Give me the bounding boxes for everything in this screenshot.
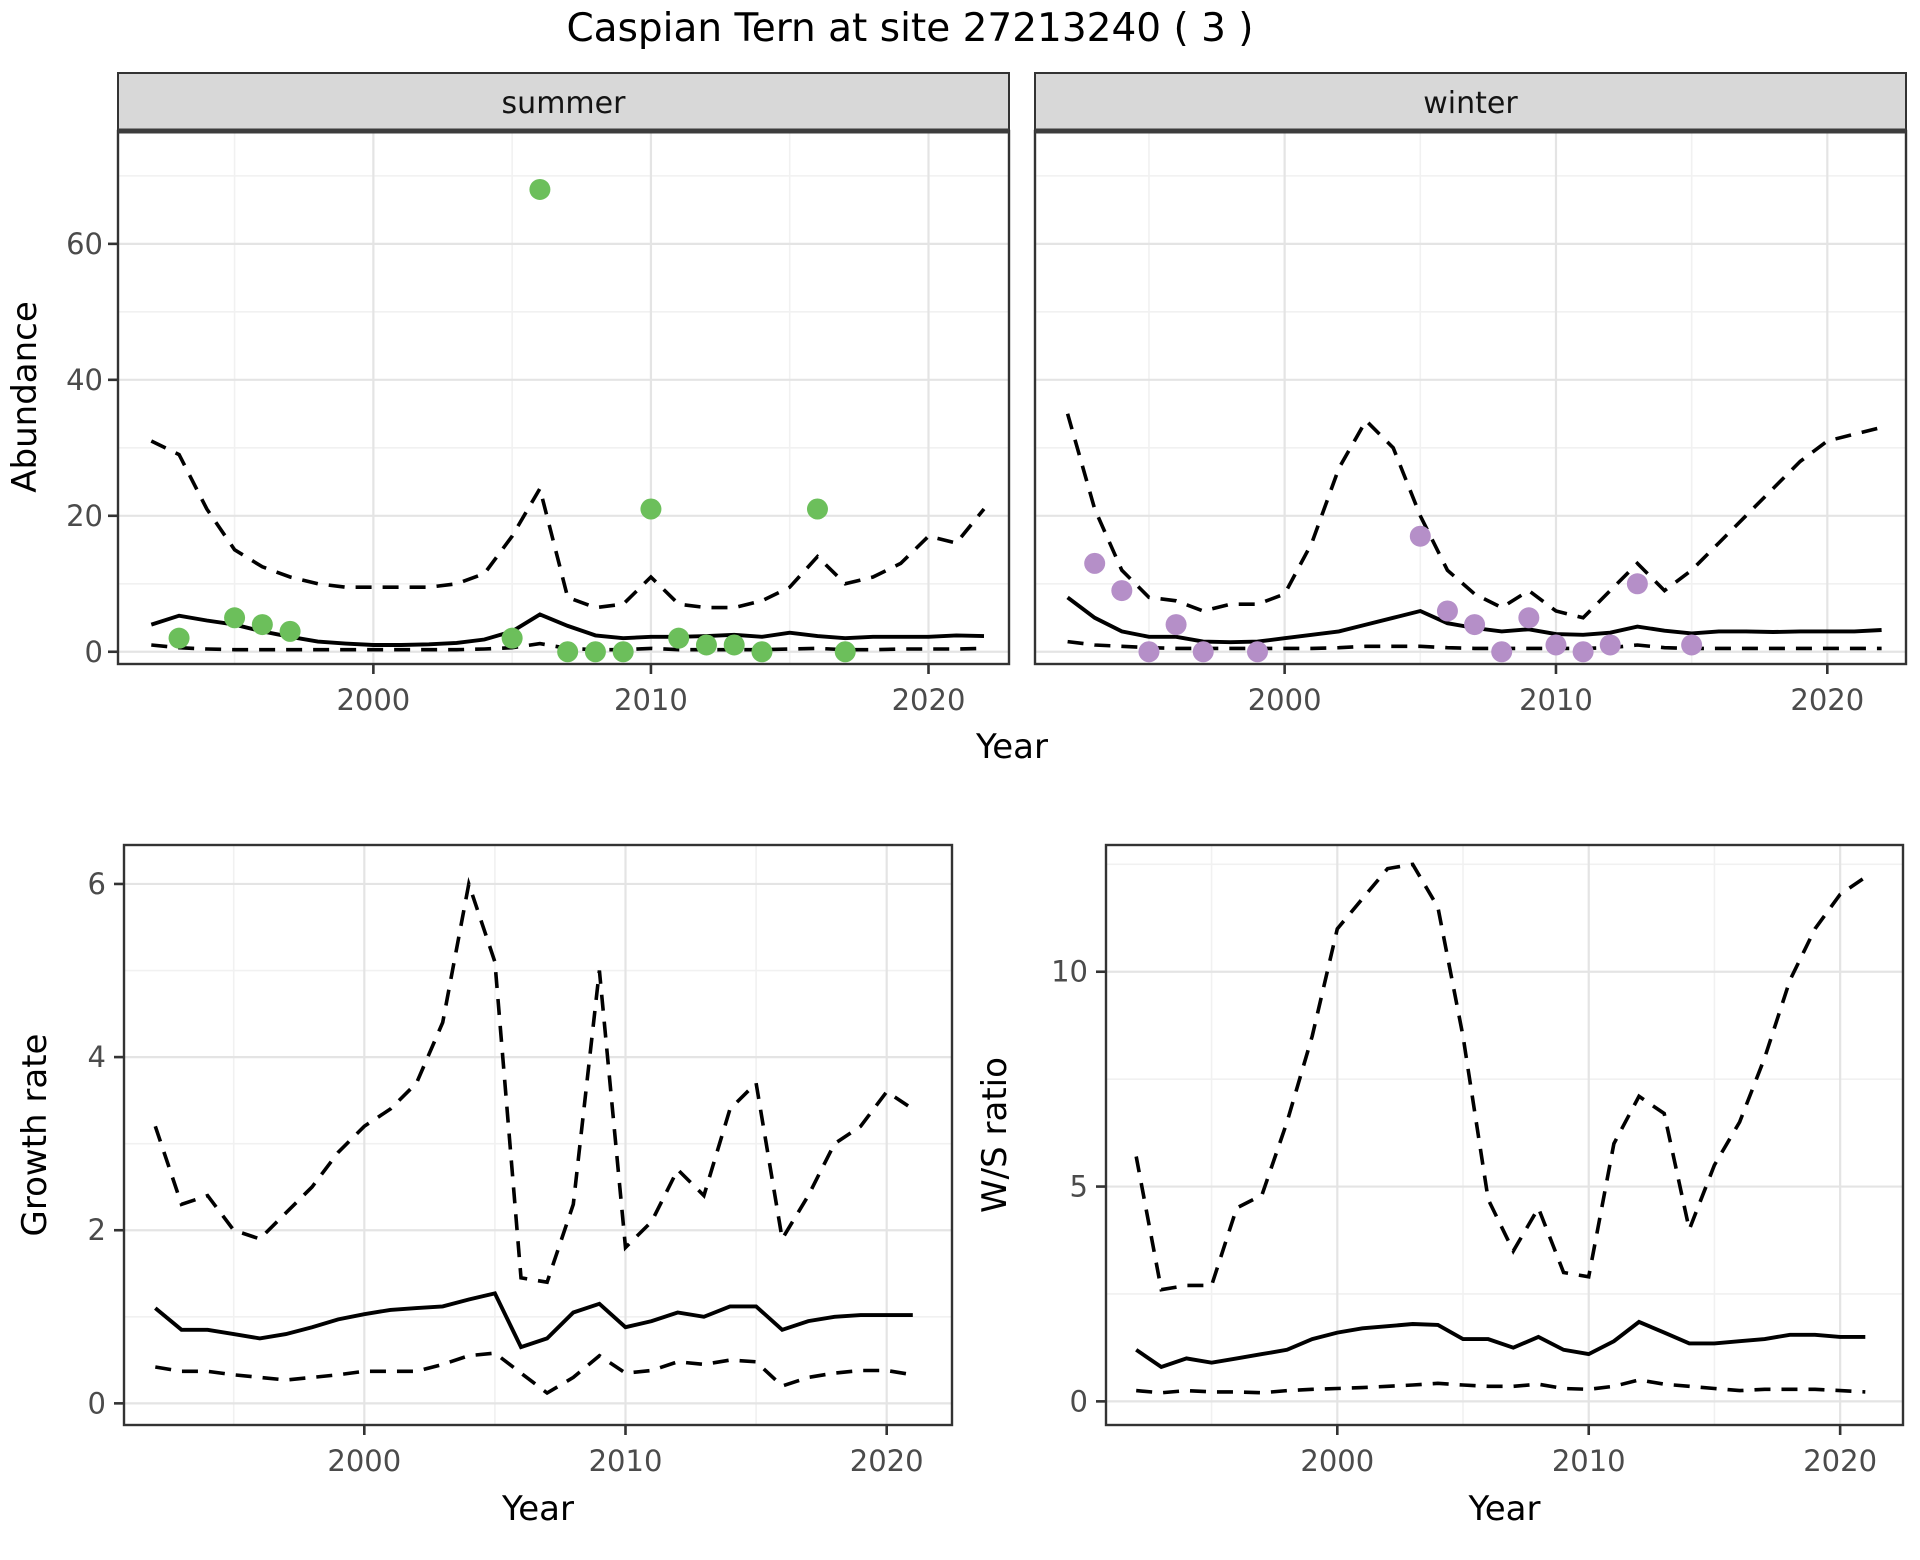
series-group <box>1065 413 1883 663</box>
x-axis-title: Year <box>501 1489 574 1529</box>
data-point <box>612 641 634 663</box>
x-axis-title: Year <box>975 727 1048 767</box>
data-point <box>1246 641 1268 663</box>
series-group <box>1134 862 1867 1395</box>
data-point <box>668 627 690 649</box>
upper-ci-line <box>153 876 914 1285</box>
x-tick-label: 2020 <box>850 1444 924 1478</box>
facet-strip-label: summer <box>502 86 627 121</box>
data-point <box>695 634 717 656</box>
x-tick-label: 2010 <box>614 683 688 717</box>
data-point <box>723 634 745 656</box>
data-point <box>1084 552 1106 574</box>
x-tick-label: 2020 <box>1803 1444 1877 1478</box>
data-point <box>1545 634 1567 656</box>
data-point <box>1165 614 1187 636</box>
facet-strip-label: winter <box>1423 86 1518 121</box>
panel-background <box>118 131 1009 664</box>
y-tick-label: 0 <box>85 635 103 669</box>
facet-strip <box>117 72 1010 132</box>
lower-ci-line <box>155 1351 914 1396</box>
y-tick-label: 60 <box>66 227 103 261</box>
data-point <box>1626 573 1648 595</box>
x-axis-title: Year <box>1468 1489 1541 1529</box>
figure-title: Caspian Tern at site 27213240 ( 3 ) <box>566 6 1254 51</box>
data-point <box>1436 600 1458 622</box>
x-tick-label: 2000 <box>327 1444 401 1478</box>
panel-border <box>122 843 954 1427</box>
y-tick-label: 10 <box>1051 955 1088 989</box>
x-tick-label: 2000 <box>1300 1444 1374 1478</box>
y-axis-title: W/S ratio <box>975 1057 1015 1213</box>
data-point <box>168 627 190 649</box>
data-point <box>1491 641 1513 663</box>
data-point <box>1572 641 1594 663</box>
y-tick-label: 5 <box>1070 1170 1088 1204</box>
x-tick-label: 2020 <box>1790 683 1864 717</box>
panel-border <box>1104 843 1905 1427</box>
lower-ci-line <box>1136 1378 1866 1395</box>
x-tick-label: 2010 <box>1552 1444 1626 1478</box>
data-point <box>1518 607 1540 629</box>
x-tick-label: 2010 <box>1519 683 1593 717</box>
data-point <box>1464 614 1486 636</box>
data-point <box>1192 641 1214 663</box>
x-tick-label: 2000 <box>1248 683 1322 717</box>
y-tick-label: 0 <box>1070 1384 1088 1418</box>
y-tick-label: 0 <box>88 1386 106 1420</box>
upper-ci-line <box>150 439 986 610</box>
panel-background <box>1106 845 1903 1425</box>
y-tick-label: 4 <box>88 1040 106 1074</box>
data-point <box>501 627 523 649</box>
abundance-chart: summer 2000 2010 2020 0 20 40 60 winter 2000 2010 2… <box>5 72 1908 767</box>
data-point <box>834 641 856 663</box>
facet-strip <box>1034 72 1907 132</box>
y-axis-title: Abundance <box>5 301 45 493</box>
y-tick-label: 40 <box>66 363 103 397</box>
data-point <box>251 614 273 636</box>
y-tick-label: 6 <box>88 867 106 901</box>
data-point <box>279 620 301 642</box>
upper-ci-line <box>1065 413 1883 620</box>
panel-background <box>1035 131 1906 664</box>
y-tick-label: 20 <box>66 499 103 533</box>
x-tick-label: 2010 <box>589 1444 663 1478</box>
bottom-charts: 2000 2010 2020 0 2 4 6 Growth rate Year 2000 2010 2… <box>15 843 1905 1529</box>
data-point <box>584 641 606 663</box>
data-point <box>529 178 551 200</box>
data-point <box>1681 634 1703 656</box>
data-point <box>751 641 773 663</box>
data-point <box>806 498 828 520</box>
series-group <box>150 178 986 663</box>
y-axis-title: Growth rate <box>15 1034 55 1237</box>
data-point <box>1409 525 1431 547</box>
data-point <box>1599 634 1621 656</box>
data-point <box>557 641 579 663</box>
series-group <box>153 876 914 1396</box>
data-point <box>1111 580 1133 602</box>
x-tick-label: 2020 <box>892 683 966 717</box>
data-point <box>640 498 662 520</box>
median-line <box>1135 1319 1866 1370</box>
data-point <box>224 607 246 629</box>
x-tick-label: 2000 <box>336 683 410 717</box>
data-point <box>1138 641 1160 663</box>
y-tick-label: 2 <box>88 1213 106 1247</box>
median-line <box>154 1291 913 1350</box>
panel-background <box>124 845 952 1425</box>
